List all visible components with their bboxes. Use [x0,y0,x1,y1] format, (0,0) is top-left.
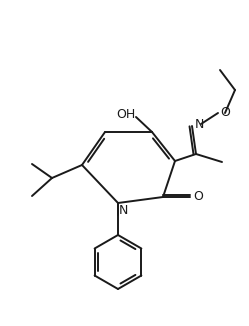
Text: N: N [118,203,128,216]
Text: OH: OH [116,108,136,121]
Text: N: N [194,117,204,130]
Text: O: O [220,107,230,120]
Text: O: O [193,190,203,203]
